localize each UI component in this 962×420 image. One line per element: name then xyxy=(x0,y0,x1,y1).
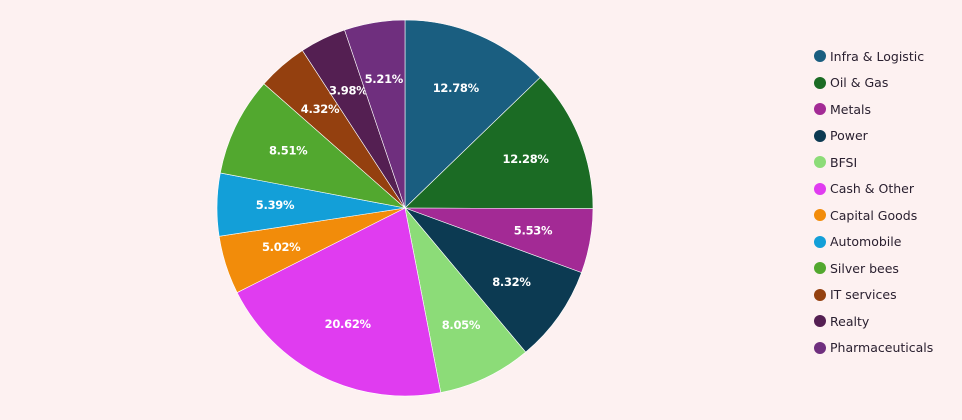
slice-data-label-2: 5.53% xyxy=(514,223,553,237)
pie-slice-8 xyxy=(219,83,407,209)
slice-data-label-8: 8.51% xyxy=(269,143,308,157)
pie-slice-3 xyxy=(404,207,582,353)
legend-swatch-icon xyxy=(814,50,826,63)
legend-swatch-icon xyxy=(814,209,826,222)
legend-label: Power xyxy=(830,128,868,144)
legend-item-1[interactable]: Oil & Gas xyxy=(814,70,933,97)
legend-label: Infra & Logistic xyxy=(830,48,925,64)
slice-data-label-1: 12.28% xyxy=(503,152,550,166)
pie-slice-4 xyxy=(404,206,527,393)
legend-item-2[interactable]: Metals xyxy=(814,96,933,123)
legend-label: Silver bees xyxy=(830,260,899,276)
slice-data-label-6: 5.02% xyxy=(262,240,301,254)
pie-slice-11 xyxy=(344,19,406,209)
legend-label: Oil & Gas xyxy=(830,75,889,91)
legend-item-4[interactable]: BFSI xyxy=(814,149,933,176)
legend-label: BFSI xyxy=(830,154,858,170)
legend-item-0[interactable]: Infra & Logistic xyxy=(814,43,933,70)
legend-item-9[interactable]: IT services xyxy=(814,282,933,309)
legend-swatch-icon xyxy=(814,129,826,142)
pie-slice-0 xyxy=(404,19,541,209)
legend-item-3[interactable]: Power xyxy=(814,123,933,150)
slice-data-label-9: 4.32% xyxy=(301,102,340,116)
pie-slice-1 xyxy=(404,76,594,209)
slice-data-label-11: 5.21% xyxy=(365,72,404,86)
legend-label: Metals xyxy=(830,101,872,117)
legend-label: Capital Goods xyxy=(830,207,918,223)
slice-data-label-4: 8.05% xyxy=(442,318,481,332)
legend-swatch-icon xyxy=(814,341,826,354)
legend-swatch-icon xyxy=(814,235,826,248)
legend-item-11[interactable]: Pharmaceuticals xyxy=(814,335,933,362)
legend-swatch-icon xyxy=(814,262,826,275)
legend-swatch-icon xyxy=(814,156,826,169)
legend-swatch-icon xyxy=(814,182,826,195)
legend-label: Realty xyxy=(830,313,870,329)
legend-label: Automobile xyxy=(830,234,902,250)
legend-label: Pharmaceuticals xyxy=(830,340,934,356)
slice-data-label-10: 3.98% xyxy=(329,84,368,98)
legend-item-10[interactable]: Realty xyxy=(814,308,933,335)
slice-data-label-7: 5.39% xyxy=(256,198,295,212)
legend-swatch-icon xyxy=(814,76,826,89)
slice-data-label-5: 20.62% xyxy=(325,317,372,331)
legend-label: IT services xyxy=(830,287,897,303)
pie-slice-5 xyxy=(236,207,442,397)
legend-item-6[interactable]: Capital Goods xyxy=(814,202,933,229)
slice-data-label-0: 12.78% xyxy=(433,81,480,95)
legend-item-8[interactable]: Silver bees xyxy=(814,255,933,282)
legend-item-7[interactable]: Automobile xyxy=(814,229,933,256)
legend-swatch-icon xyxy=(814,315,826,328)
chart-legend: Infra & Logistic Oil & Gas Metals Power BFSI… xyxy=(814,43,933,361)
slice-data-label-3: 8.32% xyxy=(492,275,531,289)
legend-label: Cash & Other xyxy=(830,181,915,197)
legend-swatch-icon xyxy=(814,103,826,116)
legend-item-5[interactable]: Cash & Other xyxy=(814,176,933,203)
legend-swatch-icon xyxy=(814,288,826,301)
